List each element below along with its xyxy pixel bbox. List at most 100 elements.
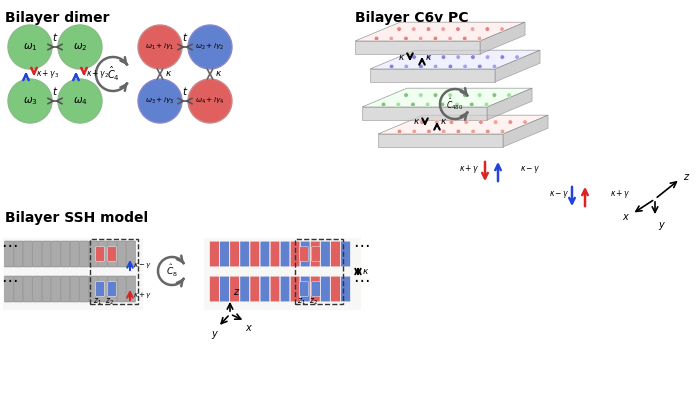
Circle shape [419,93,423,97]
Circle shape [456,129,461,134]
Text: $\kappa-\gamma$: $\kappa-\gamma$ [520,164,540,174]
FancyBboxPatch shape [52,241,60,267]
Polygon shape [503,115,548,147]
Circle shape [188,25,232,69]
Text: $\omega_2$: $\omega_2$ [73,41,88,53]
Text: $\omega_3+i\gamma_3$: $\omega_3+i\gamma_3$ [146,96,175,106]
Text: $z_2$: $z_2$ [309,297,318,307]
Text: $\kappa+\gamma$: $\kappa+\gamma$ [133,290,152,300]
Text: $\kappa-\gamma$: $\kappa-\gamma$ [133,261,152,269]
FancyBboxPatch shape [210,276,219,302]
FancyBboxPatch shape [210,241,219,267]
Circle shape [463,93,467,97]
Circle shape [426,27,430,31]
FancyBboxPatch shape [321,276,330,302]
Text: $t$: $t$ [182,31,188,43]
Circle shape [404,36,408,41]
Circle shape [500,129,505,134]
Polygon shape [495,50,540,82]
Text: z: z [233,287,238,297]
FancyBboxPatch shape [260,276,270,302]
FancyBboxPatch shape [96,247,104,261]
Text: $\kappa+\gamma_2$: $\kappa+\gamma_2$ [86,68,109,80]
Text: $\kappa$: $\kappa$ [413,117,420,126]
Text: $\kappa$: $\kappa$ [362,267,370,276]
Circle shape [494,120,498,124]
Text: $z_2$: $z_2$ [104,297,113,307]
Circle shape [500,55,505,59]
Circle shape [492,64,497,69]
Text: $\cdots$: $\cdots$ [1,270,18,288]
Circle shape [397,27,401,31]
Circle shape [523,120,527,124]
Bar [90,239,138,304]
Circle shape [440,102,444,107]
Text: $\omega_1+i\gamma_1$: $\omega_1+i\gamma_1$ [146,42,175,52]
Circle shape [442,129,446,134]
Circle shape [427,129,431,134]
Polygon shape [370,50,540,69]
Circle shape [470,27,475,31]
FancyBboxPatch shape [280,241,290,267]
FancyBboxPatch shape [14,241,23,267]
Text: x: x [622,212,628,222]
Text: $\kappa+\gamma_3$: $\kappa+\gamma_3$ [36,68,60,80]
FancyBboxPatch shape [240,241,249,267]
FancyBboxPatch shape [341,241,350,267]
Text: $\cdots$: $\cdots$ [353,235,370,253]
Polygon shape [378,115,548,134]
Circle shape [448,64,453,69]
FancyBboxPatch shape [230,241,239,267]
Polygon shape [355,22,525,41]
Circle shape [389,64,394,69]
FancyBboxPatch shape [341,276,350,302]
Circle shape [411,102,415,107]
FancyBboxPatch shape [70,276,79,302]
Text: $\kappa-\gamma$: $\kappa-\gamma$ [550,188,570,200]
Polygon shape [370,69,495,82]
FancyBboxPatch shape [312,282,320,296]
Circle shape [419,36,423,41]
Circle shape [374,36,379,41]
Circle shape [412,55,416,59]
FancyBboxPatch shape [89,276,98,302]
Text: $\kappa$: $\kappa$ [398,53,405,61]
FancyBboxPatch shape [108,276,117,302]
FancyBboxPatch shape [127,241,136,267]
Circle shape [412,129,416,134]
FancyBboxPatch shape [280,276,290,302]
FancyBboxPatch shape [99,241,107,267]
FancyBboxPatch shape [330,276,340,302]
FancyBboxPatch shape [250,241,260,267]
FancyBboxPatch shape [300,282,308,296]
Text: $z_1$: $z_1$ [297,297,305,307]
FancyBboxPatch shape [290,241,300,267]
Circle shape [426,55,431,59]
Text: $\kappa+\gamma$: $\kappa+\gamma$ [610,188,631,200]
Circle shape [471,129,475,134]
Circle shape [463,36,467,41]
FancyBboxPatch shape [220,241,230,267]
Circle shape [448,93,452,97]
FancyBboxPatch shape [312,247,320,261]
FancyBboxPatch shape [108,282,116,296]
Circle shape [435,120,439,124]
Text: $\kappa+\gamma$: $\kappa+\gamma$ [459,163,480,175]
Text: $\omega_3$: $\omega_3$ [22,95,37,107]
FancyBboxPatch shape [80,241,88,267]
FancyBboxPatch shape [4,276,13,302]
Text: Bilayer C6v PC: Bilayer C6v PC [355,11,468,25]
Circle shape [477,36,482,41]
FancyBboxPatch shape [52,276,60,302]
Circle shape [456,27,460,31]
Text: $\omega_4+i\gamma_4$: $\omega_4+i\gamma_4$ [195,96,225,106]
FancyBboxPatch shape [23,276,32,302]
Text: $\kappa$: $\kappa$ [215,69,223,79]
FancyBboxPatch shape [33,241,41,267]
Text: y: y [658,220,664,230]
Circle shape [486,129,490,134]
Circle shape [484,102,489,107]
Circle shape [389,36,393,41]
Circle shape [441,27,445,31]
Circle shape [382,102,386,107]
